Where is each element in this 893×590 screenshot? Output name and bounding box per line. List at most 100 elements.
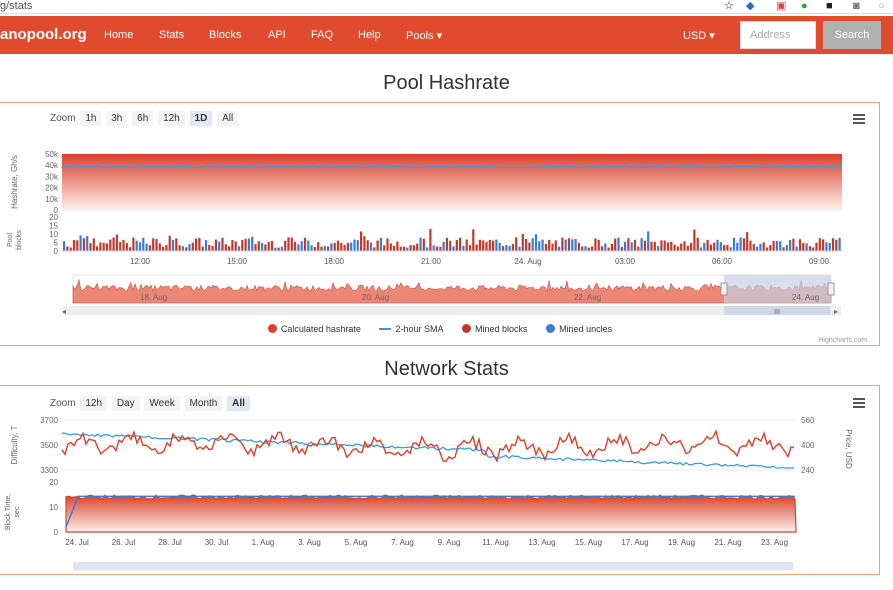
uncle-bar[interactable] [498,242,501,251]
block-bar[interactable] [257,241,260,251]
uncle-bar[interactable] [604,243,607,252]
uncle-bar[interactable] [541,239,544,251]
block-bar[interactable] [478,239,481,251]
uncle-bar[interactable] [574,239,577,251]
uncle-bar[interactable] [518,246,521,251]
address-input[interactable]: Address [740,21,816,49]
block-bar[interactable] [343,245,346,251]
block-bar[interactable] [521,233,524,251]
block-bar[interactable] [449,240,452,251]
block-bar[interactable] [561,237,564,251]
block-bar[interactable] [525,239,528,251]
zoom-month-button[interactable]: Month [184,396,223,411]
block-bar[interactable] [92,238,95,251]
block-bar[interactable] [772,240,775,251]
uncle-bar[interactable] [237,246,241,251]
uncle-bar[interactable] [719,242,722,251]
navigator-handle-left[interactable] [720,282,728,296]
block-bar[interactable] [89,243,92,251]
block-bar[interactable] [119,241,122,251]
block-bar[interactable] [439,246,442,251]
block-bar[interactable] [231,240,234,251]
block-bar[interactable] [577,242,580,251]
block-bar[interactable] [693,229,696,251]
block-bar[interactable] [831,238,835,251]
uncle-bar[interactable] [204,240,208,251]
uncle-bar[interactable] [452,246,455,251]
uncle-bar[interactable] [280,246,283,251]
block-bar[interactable] [158,243,161,251]
block-bar[interactable] [234,241,237,251]
block-bar[interactable] [327,246,330,252]
block-bar[interactable] [637,246,640,251]
block-bar[interactable] [409,245,412,251]
block-bar[interactable] [515,237,518,251]
uncle-bar[interactable] [171,240,175,251]
block-bar[interactable] [501,246,505,251]
block-bar[interactable] [627,238,630,251]
brand-logo[interactable]: anopool.org [0,26,87,43]
block-bar[interactable] [178,245,181,251]
camera-icon[interactable]: ◙ [853,0,860,12]
block-bar[interactable] [336,240,340,251]
block-bar[interactable] [610,244,613,251]
zoom-1h-button[interactable]: 1h [80,111,102,126]
uncle-bar[interactable] [369,242,373,252]
currency-dropdown[interactable]: USD ▾ [683,30,715,42]
block-bar[interactable] [488,239,491,251]
block-bar[interactable] [155,239,158,251]
block-bar[interactable] [287,237,290,251]
block-bar[interactable] [660,240,663,251]
uncle-bar[interactable] [558,246,561,251]
block-bar[interactable] [102,242,105,251]
uncle-bar[interactable] [531,238,534,251]
uncle-bar[interactable] [805,243,808,251]
uncle-bar[interactable] [181,246,184,251]
uncle-bar[interactable] [571,239,574,251]
uncle-bar[interactable] [584,246,587,251]
block-bar[interactable] [267,241,270,251]
block-bar[interactable] [211,246,214,251]
block-bar[interactable] [782,247,785,251]
block-bar[interactable] [429,228,432,251]
uncle-bar[interactable] [508,245,511,251]
uncle-bar[interactable] [307,240,310,251]
uncle-bar[interactable] [785,245,788,251]
uncle-bar[interactable] [145,243,148,251]
block-bar[interactable] [148,245,151,251]
block-bar[interactable] [168,235,171,251]
uncle-bar[interactable] [462,245,465,251]
block-bar[interactable] [643,240,646,251]
uncle-bar[interactable] [138,242,142,251]
block-bar[interactable] [706,239,709,251]
block-bar[interactable] [82,238,85,251]
block-bar[interactable] [815,242,818,251]
uncle-bar[interactable] [79,235,82,251]
block-bar[interactable] [769,245,772,251]
uncle-bar[interactable] [419,237,422,251]
nav-home[interactable]: Home [104,29,134,41]
block-bar[interactable] [191,242,194,251]
block-bar[interactable] [152,238,155,251]
block-bar[interactable] [749,240,752,251]
block-bar[interactable] [607,247,610,251]
block-bar[interactable] [346,242,349,251]
zoom-6h-button[interactable]: 6h [132,111,154,126]
block-bar[interactable] [132,237,135,252]
block-bar[interactable] [472,229,475,251]
block-bar[interactable] [485,241,488,251]
uncle-bar[interactable] [775,241,778,251]
extension-icon[interactable]: ● [801,0,808,12]
block-bar[interactable] [277,247,280,251]
extension-icon[interactable]: ▣ [776,0,787,12]
block-bar[interactable] [72,240,76,251]
block-bar[interactable] [587,247,590,251]
block-bar[interactable] [66,246,69,252]
uncle-bar[interactable] [505,245,508,251]
block-bar[interactable] [244,238,247,251]
block-bar[interactable] [96,246,99,251]
uncle-bar[interactable] [188,244,191,251]
block-bar[interactable] [666,242,670,251]
block-bar[interactable] [594,238,597,251]
uncle-bar[interactable] [703,242,706,251]
